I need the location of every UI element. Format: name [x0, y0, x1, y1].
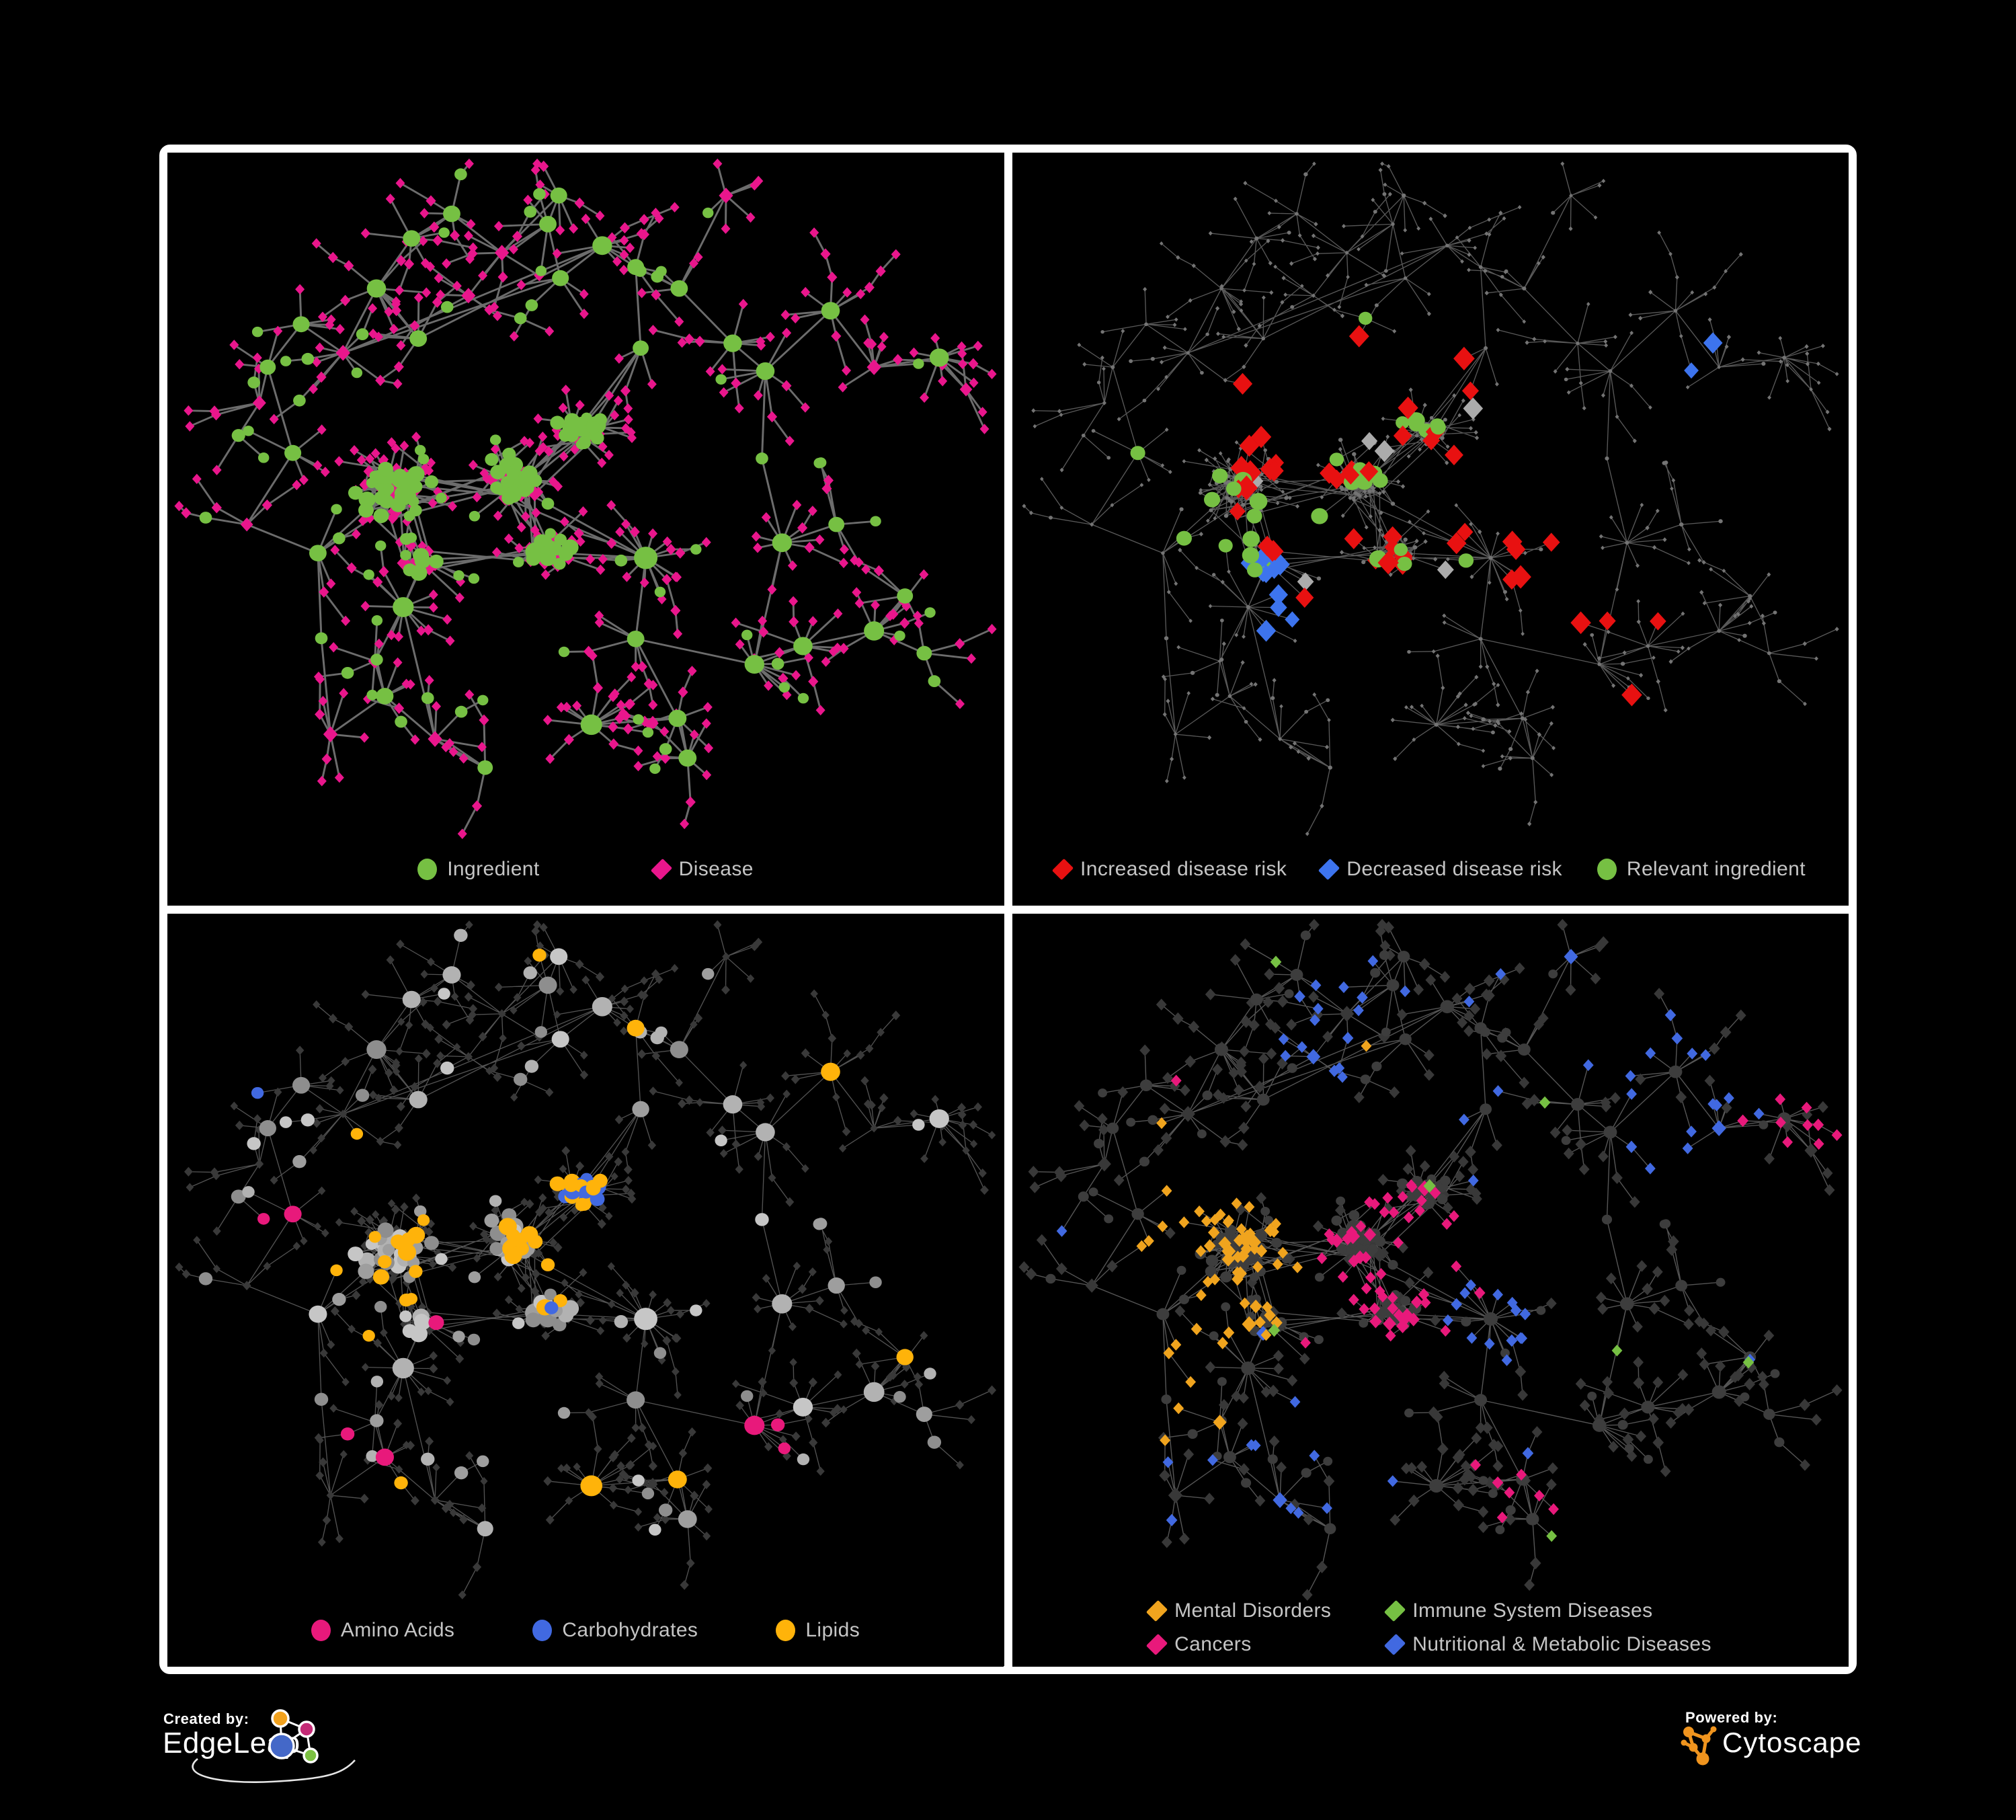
- legend-diamond-icon: [1384, 1633, 1406, 1656]
- legend-diamond-icon: [1384, 1599, 1406, 1622]
- panel-disease-categories: Mental Disorders Immune System Diseases Ca…: [1012, 914, 1849, 1667]
- legend-item: Increased disease risk: [1051, 858, 1287, 881]
- legend-circle-icon: [1597, 859, 1617, 880]
- legend-diamond-icon: [1051, 858, 1074, 881]
- legend-disease-categories: Mental Disorders Immune System Diseases Ca…: [1145, 1599, 1711, 1656]
- legend-label: Carbohydrates: [562, 1619, 698, 1641]
- legend-label: Ingredient: [447, 858, 540, 880]
- legend-circle-icon: [532, 1620, 553, 1641]
- network-graph-disease-risk: [1022, 161, 1839, 836]
- legend-item: Cancers: [1145, 1633, 1331, 1656]
- panel-disease-risk: Increased disease risk Decreased disease …: [1012, 153, 1849, 906]
- legend-item: Amino Acids: [311, 1619, 454, 1642]
- legend-item: Nutritional & Metabolic Diseases: [1384, 1633, 1711, 1656]
- legend-label: Lipids: [805, 1619, 860, 1641]
- legend-item: Lipids: [776, 1619, 860, 1642]
- legend-label: Mental Disorders: [1174, 1599, 1332, 1622]
- cytoscape-logo-icon: [1681, 1726, 1717, 1766]
- legend-diamond-icon: [650, 858, 672, 881]
- legend-circle-icon: [417, 859, 438, 880]
- legend-label: Decreased disease risk: [1346, 858, 1562, 880]
- legend-item: Mental Disorders: [1145, 1599, 1332, 1622]
- legend-label: Immune System Diseases: [1412, 1599, 1653, 1622]
- legend-item: Decreased disease risk: [1318, 858, 1562, 881]
- legend-label: Increased disease risk: [1080, 858, 1287, 880]
- legend-disease-risk: Increased disease risk Decreased disease …: [1012, 855, 1849, 884]
- cytoscape-credit: Powered by: Cytoscape: [1679, 1709, 1894, 1803]
- legend-diamond-icon: [1145, 1599, 1168, 1622]
- network-graph-ingredient-disease: [174, 158, 997, 839]
- panel-ingredient-disease: Ingredient Disease: [167, 153, 1004, 906]
- panel-divider-horizontal: [167, 906, 1849, 914]
- legend-diamond-icon: [1318, 858, 1340, 881]
- legend-item: Immune System Diseases: [1384, 1599, 1711, 1622]
- network-graph-nutrient-classes: [175, 920, 997, 1599]
- legend-label: Disease: [678, 858, 754, 880]
- network-graph-disease-categories: [1018, 918, 1843, 1601]
- legend-label: Nutritional & Metabolic Diseases: [1412, 1633, 1711, 1655]
- legend-item: Relevant ingredient: [1597, 858, 1806, 881]
- edgeleap-credit: Created by: EdgeLeap: [159, 1709, 388, 1803]
- cytoscape-brand: Cytoscape: [1722, 1727, 1862, 1758]
- legend-nutrient-classes: Amino Acids Carbohydrates Lipids: [167, 1616, 1004, 1645]
- legend-ingredient-disease: Ingredient Disease: [167, 855, 1004, 884]
- legend-circle-icon: [311, 1620, 331, 1641]
- legend-item: Carbohydrates: [532, 1619, 698, 1642]
- legend-label: Relevant ingredient: [1626, 858, 1806, 880]
- legend-label: Cancers: [1174, 1633, 1252, 1655]
- powered-by-label: Powered by:: [1685, 1709, 1778, 1726]
- panels-frame: Ingredient Disease Increased disease risk…: [159, 145, 1857, 1674]
- legend-label: Amino Acids: [340, 1619, 455, 1641]
- created-by-label: Created by:: [163, 1710, 249, 1727]
- legend-circle-icon: [776, 1620, 796, 1641]
- legend-diamond-icon: [1145, 1633, 1168, 1656]
- legend-item: Ingredient: [417, 858, 539, 881]
- legend-item: Disease: [650, 858, 754, 881]
- panel-nutrient-classes: Amino Acids Carbohydrates Lipids: [167, 914, 1004, 1667]
- edgeleap-logo-icon: [192, 1709, 356, 1783]
